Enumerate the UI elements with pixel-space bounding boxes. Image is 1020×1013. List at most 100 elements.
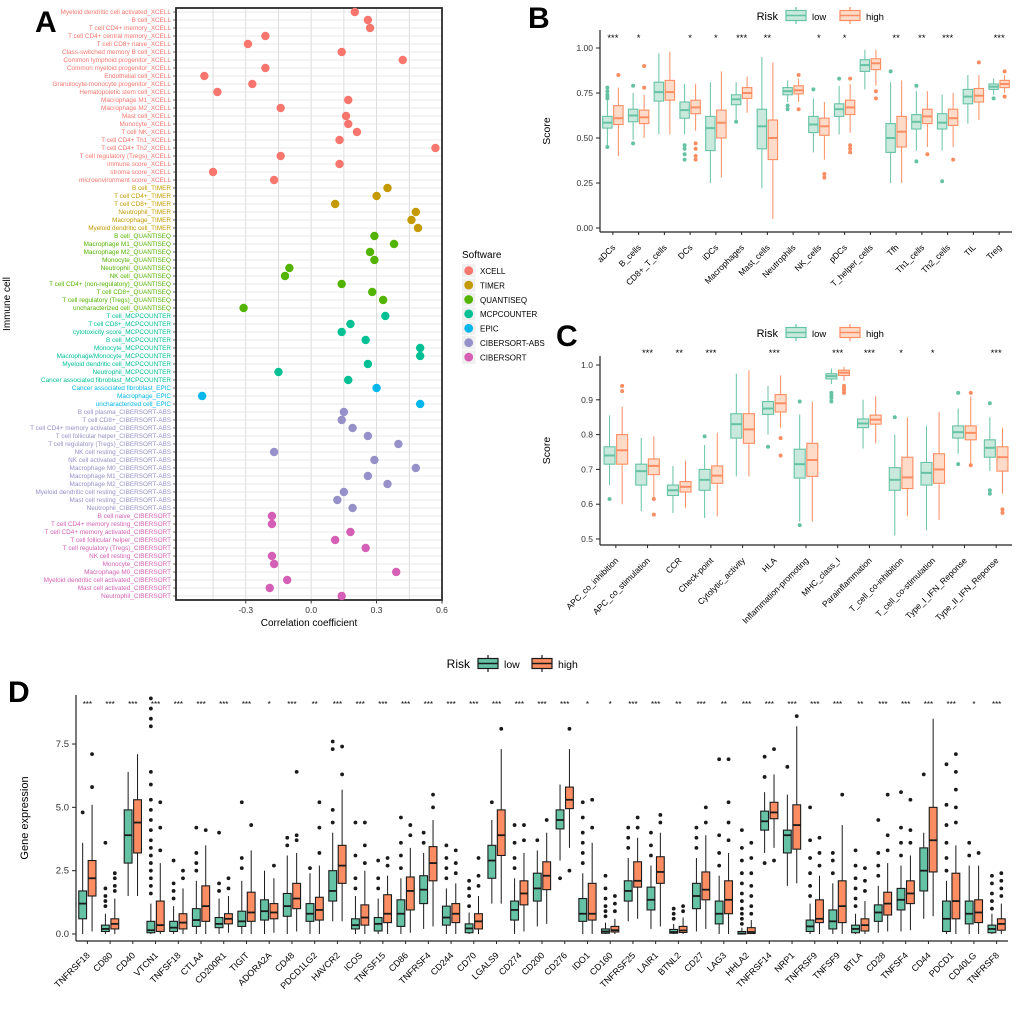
significance-stars: *** [174,700,183,709]
outlier-point [649,843,653,848]
row-label: Common myeloid progenitor_XCELL [67,65,172,72]
outlier-point [693,146,698,151]
outlier-point [148,716,153,721]
box [901,456,914,490]
outlier-point [739,871,744,876]
outlier-point [899,790,903,795]
outlier-point [317,851,322,855]
data-point [243,39,253,49]
data-point [346,319,355,329]
category-label: pDCs [827,242,849,264]
box [191,908,201,927]
outlier-point [148,845,153,850]
row-label: T cell follicular helper_CIBERSORT-ABS [56,433,171,440]
outlier-point [739,916,744,921]
outlier-point [112,876,117,881]
outlier-point [605,92,610,97]
outlier-point [181,868,185,873]
outlier-point [635,815,640,820]
y-tick-label: 2.5 [56,866,69,877]
box [655,856,665,884]
significance-stars: *** [787,700,796,709]
outlier-point [953,769,958,774]
row-label: T cell CD4+ Th2_XCELL [101,145,171,152]
outlier-point [944,868,949,873]
y-tick-label: 0.25 [576,178,593,188]
outlier-point [353,820,358,825]
row-label: T cell CD4+ memory_XCELL [89,25,172,32]
outlier-point [944,840,949,845]
box [610,925,620,933]
legend-item-label: EPIC [480,325,499,334]
outlier-point [421,830,426,835]
box [936,113,948,130]
outlier-point [726,757,731,762]
data-point [267,551,277,561]
data-point [330,199,340,209]
significance-stars: *** [736,33,747,44]
outlier-point [762,754,767,759]
outlier-point [399,840,403,845]
data-point [389,239,399,249]
outlier-point [876,873,881,878]
outlier-point [580,800,585,805]
outlier-point [226,876,231,881]
significance-stars: * [268,700,271,709]
legend-item-label: XCELL [480,267,506,276]
category-label: Treg [984,242,1003,261]
outlier-point [489,800,494,805]
outlier-point [226,886,231,891]
data-point [267,511,277,521]
data-point [381,311,390,321]
outlier-point [90,785,94,789]
outlier-point [421,840,426,845]
row-label: T cell_MCPCOUNTER [106,313,171,320]
significance-stars: ** [918,33,926,44]
box [350,918,360,930]
data-point [413,223,423,233]
data-point [378,295,388,305]
outlier-point [362,843,367,848]
panel-a-correlation-dotplot: Myeloid dendritic cell activated_XCELLB … [2,7,545,629]
row-label: Macrophage M2_XCELL [101,105,171,112]
data-point [348,503,357,513]
outlier-point [694,845,699,850]
outlier-point [853,863,858,868]
row-label: T cell CD4+ memory activated_CIBERSORT-A… [30,425,171,432]
row-label: Mast cell activated_CIBERSORT [78,585,171,592]
outlier-point [682,152,687,157]
box [815,899,824,924]
outlier-point [693,141,698,146]
outlier-point [808,838,812,843]
significance-stars: * [817,33,821,44]
outlier-point [1000,510,1005,515]
box [711,465,724,484]
box [613,105,624,126]
outlier-point [631,83,636,88]
significance-stars: *** [242,700,251,709]
data-point [265,583,274,593]
y-tick-label: 0.00 [576,223,593,233]
outlier-point [620,383,625,388]
row-label: Monocyte_XCELL [119,121,171,128]
row-label: Neutrophil_MCPCOUNTER [93,369,172,376]
outlier-point [749,894,754,898]
box [678,925,688,934]
outlier-point [717,833,722,838]
box [155,900,165,933]
outlier-point [194,851,199,855]
outlier-point [362,820,367,825]
data-point [370,455,379,465]
outlier-point [522,823,526,827]
row-label: B cell naive_CIBERSORT [98,513,171,520]
outlier-point [330,747,335,751]
outlier-point [285,835,290,840]
data-point [383,183,392,193]
category-label: CD27 [682,950,705,973]
outlier-point [649,830,653,835]
outlier-point [817,835,822,840]
outlier-point [148,696,153,701]
outlier-point [797,399,802,404]
significance-stars: *** [769,348,780,359]
